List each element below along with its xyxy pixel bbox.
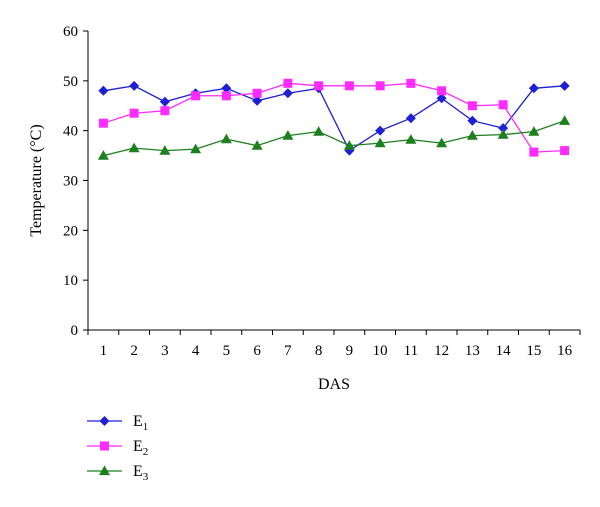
legend-entry-e3: E3 (87, 463, 149, 483)
data-point (129, 80, 140, 91)
legend-label: E3 (133, 463, 149, 483)
data-point (282, 130, 294, 140)
y-tick-label: 20 (63, 223, 78, 239)
data-point (98, 118, 108, 128)
x-tick-label: 6 (253, 343, 261, 359)
data-point (283, 78, 293, 88)
y-tick-label: 10 (63, 273, 78, 289)
x-tick-label: 11 (404, 343, 418, 359)
data-point (252, 95, 263, 106)
x-tick-label: 1 (100, 343, 108, 359)
data-point (190, 143, 202, 154)
x-tick-label: 9 (346, 343, 354, 359)
y-axis-title: Temperature (°C) (28, 124, 45, 236)
x-tick-label: 15 (526, 343, 541, 359)
data-point (436, 93, 447, 104)
data-point (221, 83, 232, 94)
data-point (528, 126, 540, 136)
y-tick-label: 30 (63, 174, 78, 190)
data-point (560, 146, 570, 156)
x-tick-label: 4 (192, 343, 200, 359)
legend-label: E1 (133, 413, 148, 433)
series-line (103, 120, 565, 157)
series-e2 (98, 78, 570, 157)
data-point (498, 100, 508, 110)
data-point (314, 81, 324, 91)
data-point (405, 134, 417, 144)
x-tick-label: 12 (434, 343, 449, 359)
data-point (437, 86, 447, 96)
data-point (405, 113, 416, 124)
x-tick-label: 13 (465, 343, 480, 359)
data-point (129, 108, 139, 118)
legend-marker (99, 416, 110, 426)
data-point (375, 125, 386, 136)
data-point (344, 81, 354, 91)
data-point (128, 142, 140, 153)
data-point (406, 78, 416, 88)
data-point (375, 81, 385, 91)
x-tick-label: 5 (223, 343, 231, 359)
data-point (528, 83, 539, 94)
x-axis-title: DAS (318, 376, 350, 393)
data-point (374, 137, 386, 148)
legend-label: E2 (133, 438, 148, 458)
data-point (221, 91, 231, 101)
y-tick-label: 40 (63, 124, 78, 140)
data-point (98, 85, 109, 96)
y-tick-label: 60 (63, 24, 78, 40)
series-e1 (98, 80, 570, 156)
data-point (191, 91, 201, 101)
series-line (103, 82, 565, 153)
data-point (559, 80, 570, 91)
x-tick-label: 16 (557, 343, 573, 359)
x-tick-label: 3 (161, 343, 169, 359)
data-point (436, 137, 448, 148)
data-point (467, 115, 478, 126)
x-tick-label: 10 (373, 343, 388, 359)
data-point (220, 133, 232, 144)
data-point (251, 140, 263, 150)
data-point (252, 88, 262, 98)
data-point (159, 145, 171, 155)
data-point (529, 147, 539, 157)
data-point (466, 130, 478, 140)
series-layer (97, 78, 571, 160)
data-point (559, 115, 571, 125)
y-tick-label: 50 (63, 74, 78, 90)
data-point (159, 96, 170, 107)
legend-entry-e1: E1 (87, 413, 148, 433)
series-e3 (97, 115, 571, 160)
data-point (160, 106, 170, 116)
data-point (497, 129, 509, 139)
legend: E1 E2 E3 (87, 413, 149, 483)
legend-marker (100, 441, 109, 451)
data-point (313, 126, 325, 136)
data-point (343, 140, 355, 150)
data-point (282, 88, 293, 99)
x-tick-label: 7 (284, 343, 292, 359)
legend-marker (99, 465, 110, 476)
data-point (97, 150, 109, 160)
x-tick-label: 8 (315, 343, 323, 359)
x-tick-label: 2 (130, 343, 138, 359)
legend-entry-e2: E2 (87, 438, 148, 458)
series-line (103, 85, 565, 152)
data-point (498, 123, 509, 134)
y-tick-label: 0 (71, 323, 79, 339)
data-point (467, 101, 477, 111)
x-tick-label: 14 (496, 343, 512, 359)
